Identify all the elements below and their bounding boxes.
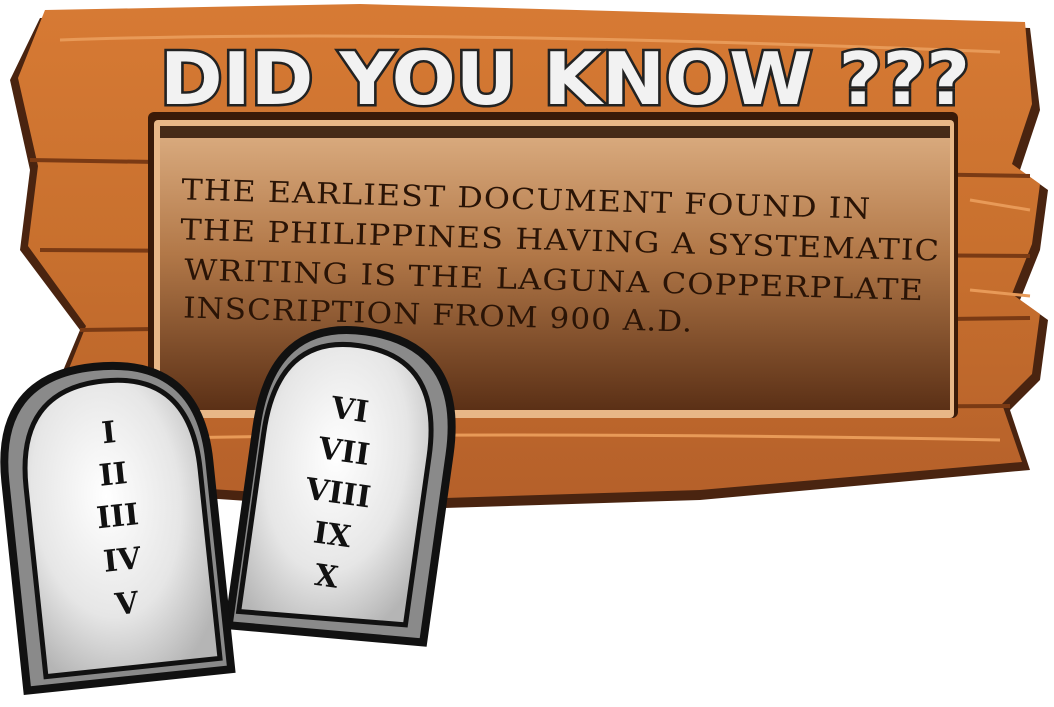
left-tablet-numerals: I II III IV V xyxy=(95,415,143,623)
panel-top-shadow xyxy=(160,126,950,138)
numeral: IV xyxy=(102,541,143,580)
numeral: V xyxy=(112,586,141,623)
left-tablet-face xyxy=(22,377,223,680)
wood-grain xyxy=(59,34,1001,54)
numeral: X xyxy=(312,558,341,596)
numeral: III xyxy=(95,497,141,536)
sign-title: DID YOU KNOW ??? xyxy=(160,37,970,121)
numeral: II xyxy=(97,456,129,494)
right-tablet-numerals: VI VII VIII IX X xyxy=(302,390,373,596)
commandment-tablets: VI VII VIII IX X I II III IV V xyxy=(0,326,456,696)
numeral: VI xyxy=(328,390,371,430)
right-tablet xyxy=(224,326,456,647)
numeral: IX xyxy=(311,515,354,555)
numeral: I xyxy=(100,415,118,451)
wood-grain xyxy=(969,288,1031,298)
right-tablet-face xyxy=(235,342,434,628)
wood-grain xyxy=(969,198,1031,212)
left-tablet xyxy=(0,361,236,696)
numeral: VII xyxy=(315,431,372,473)
